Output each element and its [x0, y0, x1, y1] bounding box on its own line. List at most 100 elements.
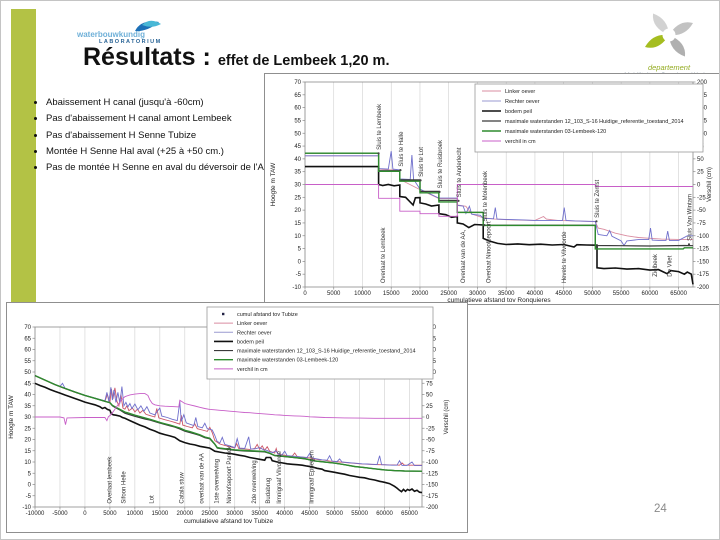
svg-text:5: 5: [298, 247, 302, 253]
svg-text:Sluis te Lot: Sluis te Lot: [419, 147, 425, 177]
title-main: Résultats :: [83, 43, 211, 71]
svg-text:Sluis te Anderlecht: Sluis te Anderlecht: [457, 147, 463, 197]
svg-text:40: 40: [24, 393, 31, 399]
svg-text:bodem peil: bodem peil: [505, 109, 532, 115]
series-line: [35, 393, 422, 425]
svg-text:Verschil (cm): Verschil (cm): [444, 400, 450, 435]
svg-text:25000: 25000: [201, 511, 218, 517]
svg-text:50000: 50000: [584, 291, 601, 297]
svg-text:65: 65: [24, 336, 31, 342]
svg-text:55000: 55000: [351, 511, 368, 517]
svg-text:20: 20: [294, 208, 301, 214]
svg-text:Overlaat te Lembeek: Overlaat te Lembeek: [381, 226, 387, 283]
bullet-item: Montée H Senne Hal aval (+25 à +50 cm.): [46, 146, 270, 158]
svg-text:10: 10: [24, 460, 31, 466]
departement-logo-icon: [645, 13, 693, 57]
svg-text:overlaat van de AA: overlaat van de AA: [199, 453, 205, 503]
svg-text:35: 35: [294, 170, 301, 176]
svg-text:25: 25: [697, 170, 704, 176]
svg-text:55000: 55000: [613, 291, 630, 297]
svg-text:-5: -5: [26, 494, 32, 500]
svg-text:maximale waterstanden 12_103_S: maximale waterstanden 12_103_S-16 Huidig…: [237, 349, 416, 355]
svg-text:Sluis te Halle: Sluis te Halle: [399, 131, 405, 167]
svg-text:2de overwelving: 2de overwelving: [252, 460, 258, 503]
svg-text:Linker oever: Linker oever: [505, 89, 535, 95]
svg-text:Sluis te Lembeek: Sluis te Lembeek: [377, 103, 383, 150]
svg-text:Sluis te Zemst: Sluis te Zemst: [595, 179, 601, 217]
svg-text:Lot: Lot: [149, 495, 155, 504]
svg-text:0: 0: [303, 291, 307, 297]
departement-logo: departement Mobiliteit en Openbare Werke…: [619, 11, 719, 79]
series-line: [305, 152, 693, 250]
svg-text:Overlaat van de AA,: Overlaat van de AA,: [461, 229, 467, 283]
svg-text:Rechter oever: Rechter oever: [505, 99, 540, 105]
svg-text:Hoogte m TAW: Hoogte m TAW: [8, 394, 15, 438]
svg-text:10000: 10000: [354, 291, 371, 297]
series-line: [34, 374, 423, 472]
svg-text:50000: 50000: [326, 511, 343, 517]
departement-logo-text: departement: [647, 63, 691, 72]
bullet-item: Pas d'abaissement H Senne Tubize: [46, 130, 270, 142]
svg-text:15000: 15000: [383, 291, 400, 297]
svg-text:50: 50: [697, 157, 704, 163]
svg-text:30000: 30000: [226, 511, 243, 517]
svg-text:cumulatieve afstand tov Ronqui: cumulatieve afstand tov Ronquieres: [447, 297, 551, 304]
svg-text:-200: -200: [426, 505, 439, 511]
svg-text:65: 65: [294, 93, 301, 99]
svg-text:15000: 15000: [151, 511, 168, 517]
svg-text:50: 50: [426, 393, 433, 399]
svg-text:70: 70: [294, 80, 301, 86]
svg-text:-10000: -10000: [26, 511, 45, 517]
svg-text:Sluis Van Wintam: Sluis Van Wintam: [687, 194, 693, 241]
svg-text:Overlaat Ninoofsepoort: Overlaat Ninoofsepoort: [486, 221, 492, 283]
svg-text:1ste overwelving: 1ste overwelving: [214, 459, 220, 504]
svg-text:bodem peil: bodem peil: [237, 339, 264, 345]
page-number: 24: [654, 503, 667, 515]
svg-text:200: 200: [697, 80, 708, 86]
svg-text:50: 50: [294, 131, 301, 137]
svg-text:20000: 20000: [176, 511, 193, 517]
svg-text:-25: -25: [426, 426, 435, 432]
svg-text:20: 20: [24, 438, 31, 444]
waterbouwkundig-logo-icon: [135, 20, 161, 32]
svg-text:-100: -100: [426, 460, 439, 466]
svg-text:65000: 65000: [401, 511, 418, 517]
svg-text:-175: -175: [697, 272, 710, 278]
svg-text:35000: 35000: [498, 291, 515, 297]
svg-text:-75: -75: [697, 221, 706, 227]
svg-text:Verschil (cm): Verschil (cm): [707, 167, 713, 202]
title-sub: effet de Lembeek 1,20 m.: [217, 53, 390, 69]
svg-text:40000: 40000: [527, 291, 544, 297]
svg-text:-125: -125: [426, 471, 439, 477]
series-line: [305, 165, 694, 285]
svg-text:Sluis te Ruisbroek: Sluis te Ruisbroek: [438, 139, 444, 188]
svg-text:Catala stuw: Catala stuw: [179, 472, 185, 504]
chart-legend: [206, 306, 434, 380]
svg-text:Ninoofsepoort Paruck: Ninoofsepoort Paruck: [227, 445, 233, 504]
svg-text:25: 25: [426, 404, 433, 410]
svg-text:0: 0: [83, 511, 87, 517]
svg-text:45: 45: [294, 144, 301, 150]
svg-text:50: 50: [24, 370, 31, 376]
svg-text:25: 25: [294, 195, 301, 201]
chart-svg: 7065605550454035302520151050-5-102001751…: [8, 306, 450, 525]
svg-text:maximale waterstanden 03-Lembe: maximale waterstanden 03-Lembeek-120: [505, 129, 606, 135]
svg-text:40000: 40000: [276, 511, 293, 517]
svg-text:-75: -75: [426, 449, 435, 455]
svg-text:Zielbeek: Zielbeek: [653, 253, 659, 277]
svg-text:-50: -50: [426, 438, 435, 444]
svg-text:15: 15: [294, 221, 301, 227]
svg-text:70: 70: [24, 325, 31, 331]
svg-text:verchil in cm: verchil in cm: [237, 367, 268, 373]
svg-text:Sluis te Molenbeek: Sluis te Molenbeek: [483, 170, 489, 222]
page-title: Résultats : effet de Lembeek 1,20 m.: [83, 43, 389, 72]
chart-svg: 7065605550454035302520151050-5-102001751…: [270, 80, 713, 304]
svg-text:Linker oever: Linker oever: [237, 321, 267, 327]
svg-text:25000: 25000: [440, 291, 457, 297]
svg-text:55: 55: [294, 118, 301, 124]
svg-text:75: 75: [426, 381, 433, 387]
svg-text:15: 15: [24, 449, 31, 455]
svg-text:-5000: -5000: [52, 511, 68, 517]
svg-text:10000: 10000: [127, 511, 144, 517]
